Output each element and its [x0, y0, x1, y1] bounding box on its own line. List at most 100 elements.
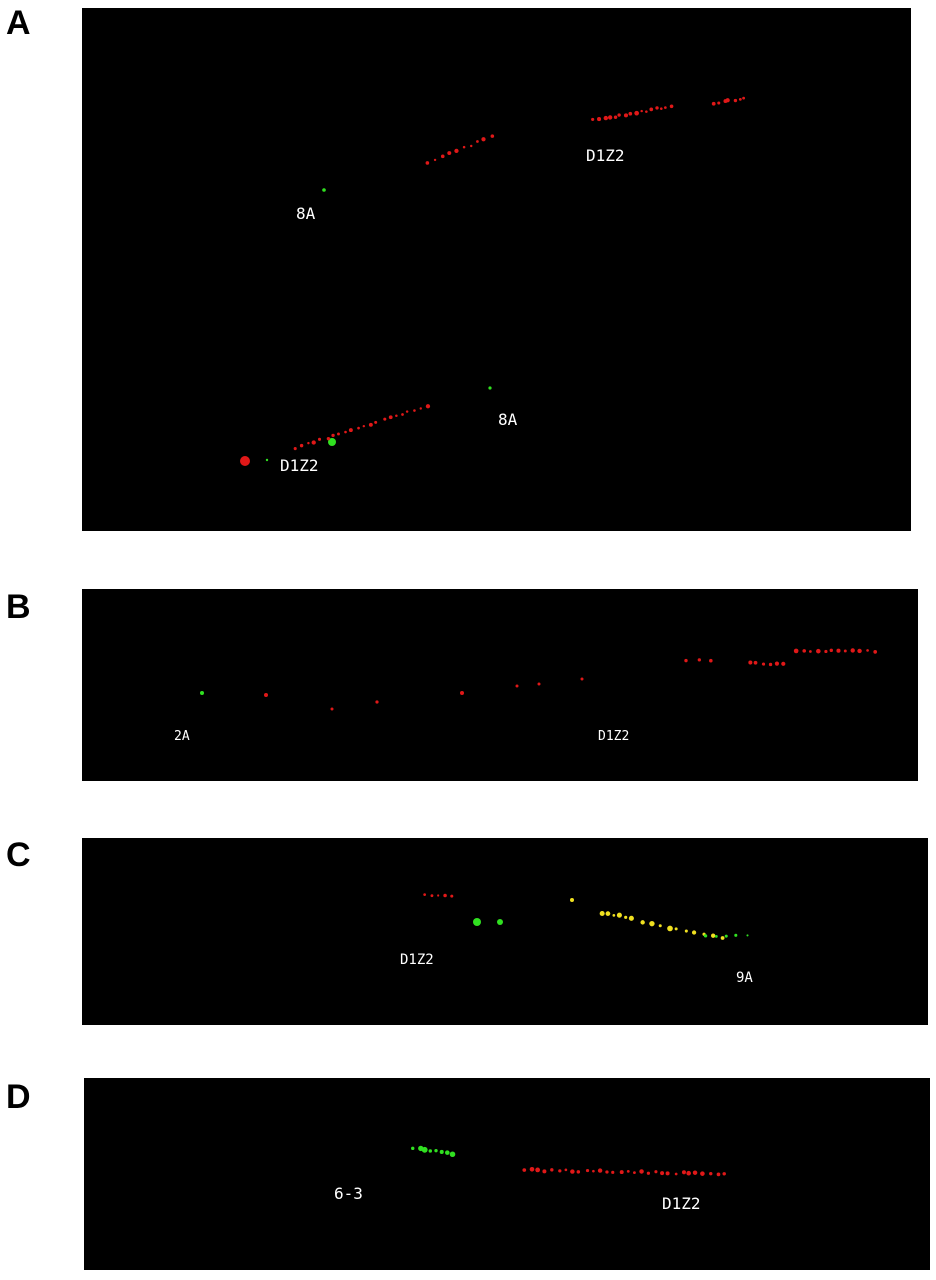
fluorescent-signal — [742, 97, 745, 100]
fluorescent-signal — [698, 658, 701, 661]
fluorescent-signal — [395, 415, 398, 418]
fluorescent-signal — [374, 421, 377, 424]
label-6-3: 6-3 — [334, 1184, 363, 1203]
label-d1z2: D1Z2 — [586, 146, 625, 165]
fluorescent-signal — [516, 685, 519, 688]
fluorescent-signal — [830, 649, 833, 652]
fluorescent-signal — [591, 118, 594, 121]
fluorescent-signal — [693, 1170, 697, 1174]
signal-layer — [82, 838, 928, 1025]
fluorescent-signal — [624, 916, 627, 919]
fluorescent-signal — [441, 155, 445, 159]
fluorescent-signal — [717, 1173, 721, 1177]
fluorescent-signal — [726, 98, 730, 102]
fluorescent-signal — [611, 1171, 614, 1174]
fluorescent-signal — [450, 1151, 456, 1157]
fluorescent-signal — [586, 1169, 589, 1172]
fluorescent-signal — [420, 407, 422, 409]
fluorescent-signal — [709, 1172, 712, 1175]
fluorescent-signal — [558, 1169, 561, 1172]
fluorescent-signal — [769, 663, 772, 666]
fluorescent-signal — [851, 648, 855, 652]
fluorescent-signal — [660, 1171, 664, 1175]
fluorescent-signal — [426, 161, 430, 165]
fluorescent-signal — [454, 149, 458, 153]
fluorescent-signal — [721, 936, 725, 940]
fluorescent-signal — [722, 1172, 725, 1175]
fluorescent-signal — [624, 113, 628, 117]
label-d1z2: D1Z2 — [662, 1194, 701, 1213]
label-d1z2: D1Z2 — [280, 456, 319, 475]
fluorescent-signal — [866, 649, 869, 652]
fluorescent-signal — [331, 434, 334, 437]
fluorescent-signal — [422, 1147, 428, 1153]
fluorescent-signal — [389, 415, 393, 419]
fluorescent-signal — [470, 145, 472, 147]
fluorescent-signal — [491, 134, 495, 138]
fluorescent-signal — [754, 661, 758, 665]
fluorescent-signal — [844, 649, 847, 652]
fluorescent-signal — [608, 115, 612, 119]
fluorescent-signal — [715, 935, 718, 938]
fluorescent-signal — [406, 410, 408, 412]
fluorescent-signal — [473, 918, 481, 926]
fluorescent-signal — [781, 662, 785, 666]
fluorescent-signal — [530, 1167, 535, 1172]
fluorescent-signal — [542, 1169, 546, 1173]
fluorescent-signal — [746, 934, 748, 936]
fluorescent-signal — [240, 456, 250, 466]
label-2a: 2A — [174, 729, 190, 744]
panel-letter-d: D — [6, 1078, 31, 1117]
panel-letter-c: C — [6, 836, 31, 875]
fluorescent-signal — [357, 427, 360, 430]
panel-c-image: D1Z2 9A — [82, 838, 928, 1025]
fluorescent-signal — [734, 99, 737, 102]
label-d1z2: D1Z2 — [400, 952, 434, 968]
fluorescent-signal — [634, 111, 639, 116]
fluorescent-signal — [550, 1168, 553, 1171]
fluorescent-signal — [816, 649, 821, 654]
fluorescent-signal — [460, 691, 464, 695]
fluorescent-signal — [675, 1173, 678, 1176]
label-8a: 8A — [296, 204, 315, 223]
fluorescent-signal — [762, 662, 765, 665]
fluorescent-signal — [748, 661, 752, 665]
fluorescent-signal — [565, 1169, 568, 1172]
fluorescent-signal — [431, 894, 434, 897]
fluorescent-signal — [322, 188, 326, 192]
panel-b-image: 2A D1Z2 — [82, 589, 918, 781]
fluorescent-signal — [597, 117, 601, 121]
fluorescent-signal — [463, 146, 466, 149]
fluorescent-signal — [614, 116, 617, 119]
fluorescent-signal — [717, 101, 720, 104]
fluorescent-signal — [627, 1170, 630, 1173]
fluorescent-signal — [443, 894, 447, 898]
fluorescent-signal — [344, 431, 347, 434]
fluorescent-signal — [337, 433, 340, 436]
fluorescent-signal — [685, 930, 688, 933]
fluorescent-signal — [604, 116, 608, 120]
fluorescent-signal — [570, 898, 574, 902]
fluorescent-signal — [660, 107, 663, 110]
fluorescent-signal — [437, 894, 439, 896]
fluorescent-signal — [836, 649, 840, 653]
panel-letter-b: B — [6, 588, 31, 627]
fluorescent-signal — [423, 893, 426, 896]
signal-layer — [82, 589, 918, 781]
fluorescent-signal — [605, 1170, 608, 1173]
fluorescent-signal — [711, 934, 715, 938]
fluorescent-signal — [640, 920, 644, 924]
fluorescent-signal — [535, 1167, 540, 1172]
fluorescent-signal — [294, 447, 297, 450]
fluorescent-signal — [476, 140, 479, 143]
fluorescent-signal — [802, 649, 806, 653]
fluorescent-signal — [617, 913, 622, 918]
panel-a-image: D1Z2 8A 8A D1Z2 — [82, 8, 911, 531]
fluorescent-signal — [666, 1171, 670, 1175]
fluorescent-signal — [794, 649, 799, 654]
fluorescent-signal — [497, 919, 503, 925]
fluorescent-signal — [375, 700, 378, 703]
fluorescent-signal — [369, 423, 373, 427]
label-8a: 8A — [498, 410, 517, 429]
fluorescent-signal — [426, 404, 430, 408]
